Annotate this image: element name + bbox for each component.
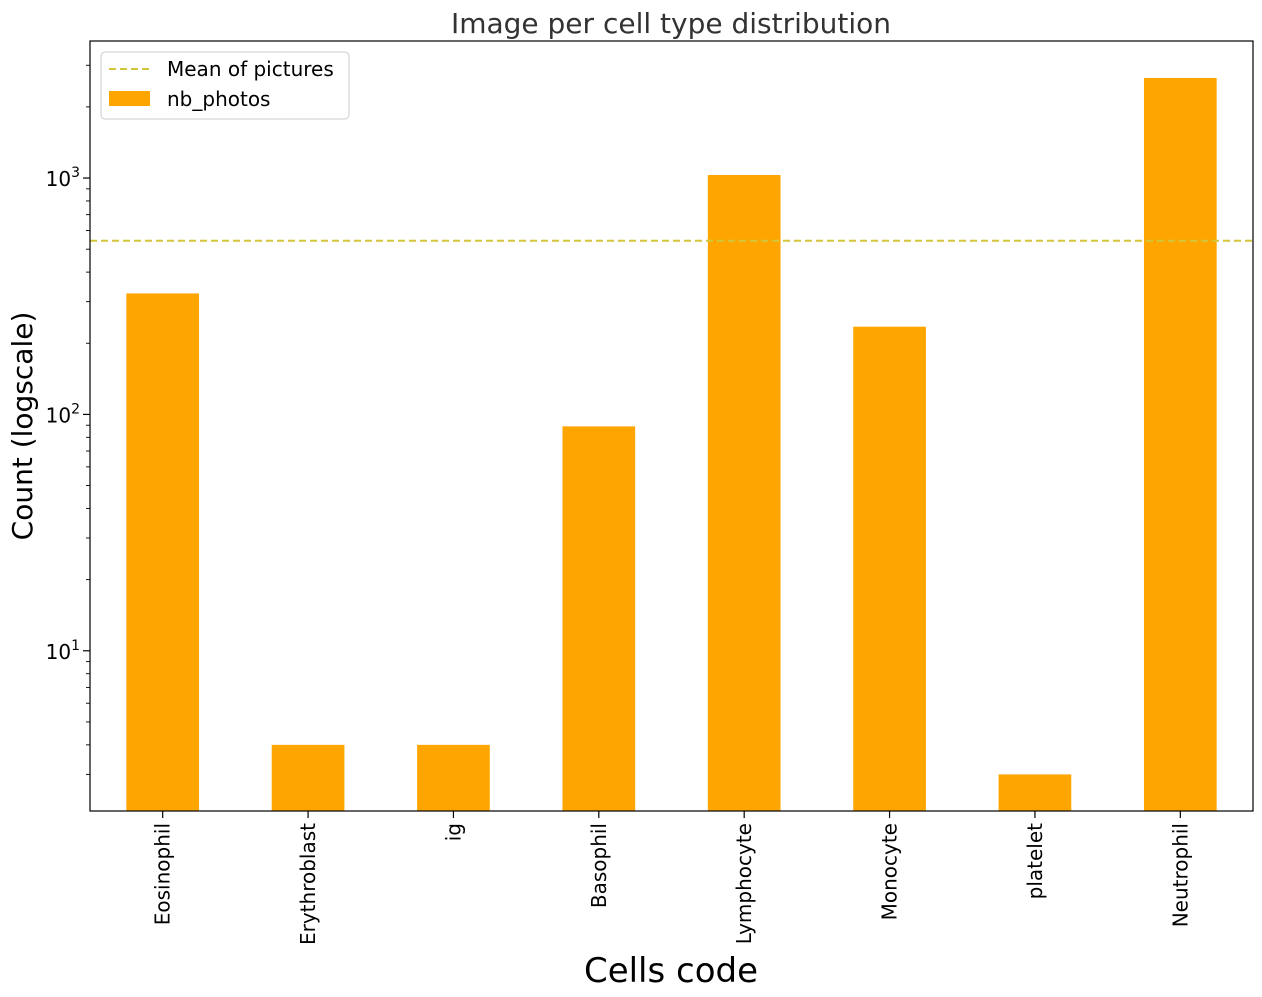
bar-monocyte xyxy=(853,326,926,811)
x-tick-label-platelet: platelet xyxy=(1023,823,1047,900)
x-axis-label: Cells code xyxy=(584,951,758,991)
x-tick-label-lymphocyte: Lymphocyte xyxy=(732,823,756,944)
plot-area: 101 102 103 Eosinophil Erythroblast ig Basophi… xyxy=(46,40,1254,945)
plot-frame xyxy=(89,40,1254,812)
y-tick-label: 101 xyxy=(46,638,80,664)
x-tick-label-ig: ig xyxy=(441,823,465,841)
legend-box xyxy=(100,51,350,120)
y-tick-label: 102 xyxy=(46,401,80,427)
x-tick-label-neutrophil: Neutrophil xyxy=(1168,823,1192,927)
x-tick-label-eosinophil: Eosinophil xyxy=(151,823,175,925)
x-tick-label-monocyte: Monocyte xyxy=(878,823,902,920)
bar-neutrophil xyxy=(1143,78,1217,811)
legend-swatch-nb-photos xyxy=(109,91,150,106)
y-tick-label: 103 xyxy=(46,165,80,191)
legend: Mean of pictures nb_photos xyxy=(100,51,350,120)
chart-title: Image per cell type distribution xyxy=(451,7,891,40)
y-axis-label: Count (logscale) xyxy=(6,312,39,541)
bar-platelet xyxy=(998,774,1072,811)
x-tick-label-erythroblast: Erythroblast xyxy=(296,823,320,945)
bar-basophil xyxy=(562,426,636,811)
x-tick-label-basophil: Basophil xyxy=(587,823,611,908)
legend-label-mean: Mean of pictures xyxy=(167,57,334,81)
bar-eosinophil xyxy=(126,293,200,811)
legend-label-nb-photos: nb_photos xyxy=(167,87,270,111)
bar-ig xyxy=(417,744,490,811)
bar-lymphocyte xyxy=(707,175,781,812)
bar-erythroblast xyxy=(271,744,345,811)
